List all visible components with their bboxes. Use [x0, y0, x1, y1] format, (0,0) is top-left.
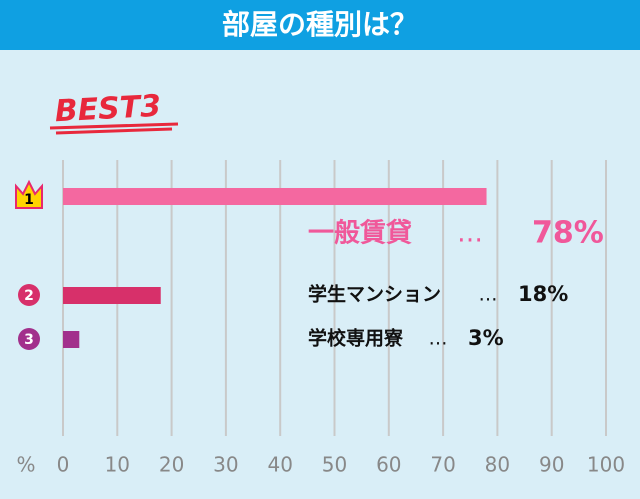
- rank-label: 3: [24, 332, 34, 348]
- x-unit: %: [16, 453, 35, 477]
- x-tick-label: 100: [587, 453, 625, 477]
- separator: …: [429, 328, 448, 350]
- value-label: 78%: [532, 216, 604, 251]
- separator: …: [457, 219, 483, 249]
- bar: [63, 287, 161, 304]
- bar: [63, 331, 80, 348]
- x-tick-label: 30: [213, 453, 238, 477]
- rank-label: 2: [24, 288, 34, 304]
- x-tick-label: 50: [322, 453, 347, 477]
- value-label: 18%: [518, 282, 568, 306]
- title-bar: [0, 0, 640, 50]
- category-label: 学校専用寮: [308, 327, 404, 350]
- rank-crown: [15, 179, 43, 209]
- badge: BEST3: [54, 89, 162, 130]
- rank-badge: [18, 284, 40, 306]
- rank-badge: [18, 328, 40, 350]
- bar: [63, 188, 487, 205]
- value-label: 3%: [468, 326, 504, 350]
- rank-label: 1: [24, 192, 34, 208]
- x-tick-label: 90: [539, 453, 564, 477]
- separator: …: [479, 284, 498, 306]
- x-tick-label: 20: [159, 453, 184, 477]
- badge-underline: [49, 122, 179, 135]
- x-tick-label: 80: [485, 453, 510, 477]
- x-tick-label: 60: [376, 453, 401, 477]
- x-tick-label: 10: [105, 453, 130, 477]
- chart-title: 部屋の種別は？: [222, 8, 418, 41]
- category-label: 一般賃貸: [308, 218, 412, 249]
- x-tick-label: 70: [430, 453, 455, 477]
- category-label: 学生マンション: [308, 283, 441, 306]
- x-tick-label: 40: [267, 453, 292, 477]
- x-tick-label: 0: [57, 453, 70, 477]
